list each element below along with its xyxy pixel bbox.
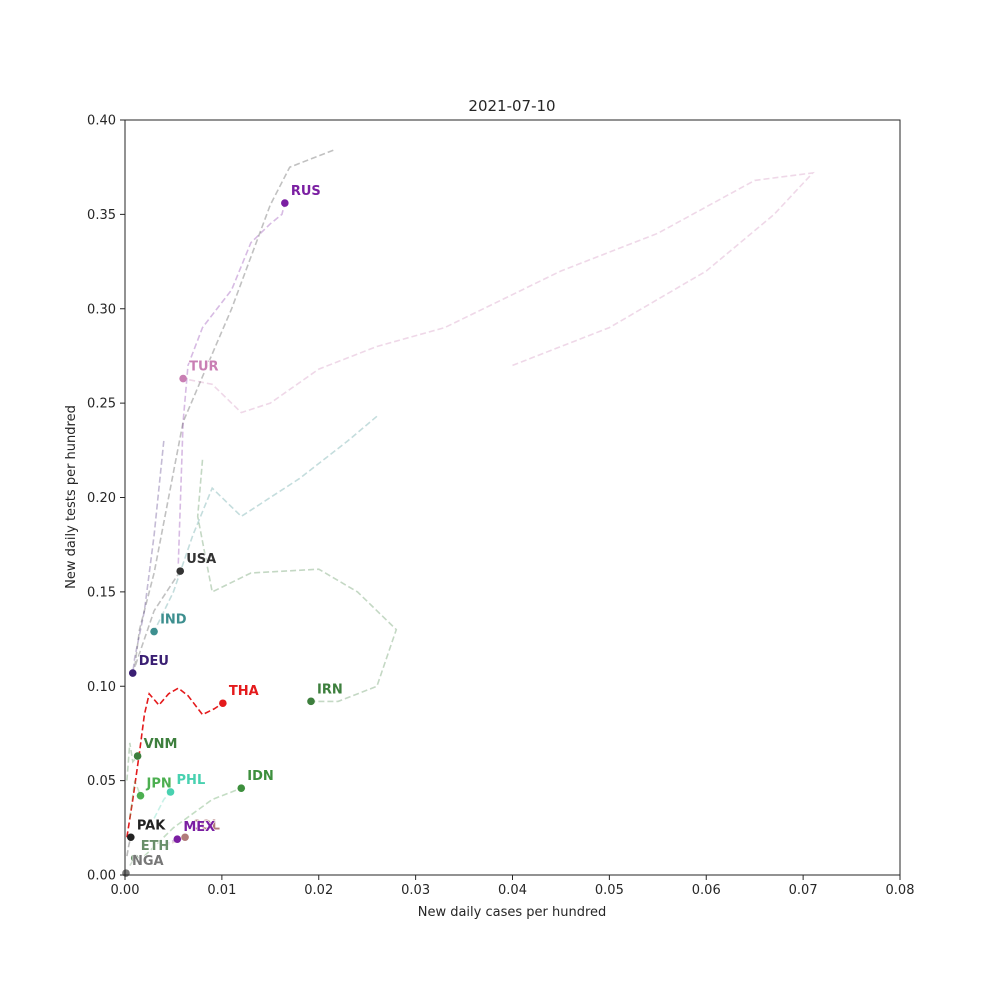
label-idn: IDN bbox=[247, 769, 274, 784]
label-rus: RUS bbox=[291, 184, 321, 199]
point-mex bbox=[173, 835, 182, 843]
y-tick-label: 0.35 bbox=[87, 208, 116, 223]
trail-usa bbox=[133, 149, 334, 668]
y-tick-label: 0.25 bbox=[87, 397, 116, 412]
x-tick-label: 0.08 bbox=[886, 883, 915, 898]
label-vnm: VNM bbox=[144, 737, 178, 752]
trail-tur bbox=[182, 171, 815, 414]
x-axis: 0.00 0.01 0.02 0.03 0.04 0.05 0.06 0.07 0.08 bbox=[111, 875, 915, 898]
x-tick-label: 0.07 bbox=[789, 883, 818, 898]
point-jpn bbox=[136, 791, 145, 800]
x-axis-label: New daily cases per hundred bbox=[418, 905, 607, 920]
label-eth: ETH bbox=[141, 839, 170, 854]
label-phl: PHL bbox=[177, 773, 206, 788]
trail-col bbox=[163, 836, 186, 848]
point-nga bbox=[122, 869, 130, 877]
y-tick-label: 0.20 bbox=[87, 491, 116, 506]
y-axis: 0.00 0.05 0.10 0.15 0.20 0.25 0.30 0.35 0.40 bbox=[87, 114, 125, 884]
trail-jpn bbox=[129, 780, 142, 819]
point-eth bbox=[130, 854, 139, 862]
label-jpn: JPN bbox=[146, 777, 172, 792]
label-tur: TUR bbox=[189, 360, 218, 375]
label-col: COL bbox=[191, 818, 220, 833]
label-pak: PAK bbox=[137, 818, 166, 833]
point-ind bbox=[150, 627, 158, 636]
trail-rus bbox=[177, 202, 286, 564]
point-usa bbox=[176, 567, 185, 575]
x-tick-label: 0.05 bbox=[595, 883, 624, 898]
label-deu: DEU bbox=[139, 654, 169, 669]
point-pak bbox=[127, 833, 135, 842]
label-ind: IND bbox=[160, 613, 187, 628]
point-col bbox=[181, 833, 189, 842]
y-tick-label: 0.10 bbox=[87, 680, 116, 695]
label-mex: MEX bbox=[183, 820, 215, 835]
x-tick-label: 0.00 bbox=[111, 883, 140, 898]
point-layer bbox=[122, 199, 315, 877]
point-tur bbox=[179, 374, 187, 383]
y-axis-label: New daily tests per hundred bbox=[64, 405, 79, 589]
point-tha bbox=[219, 699, 227, 708]
trail-vnm bbox=[126, 742, 139, 781]
trail-irn bbox=[196, 459, 398, 703]
label-usa: USA bbox=[186, 552, 216, 567]
point-irn bbox=[307, 697, 315, 706]
point-phl bbox=[166, 788, 175, 796]
y-tick-label: 0.30 bbox=[87, 302, 116, 317]
trail-tha bbox=[126, 687, 224, 838]
trail-idn bbox=[143, 787, 242, 857]
trail-pak bbox=[126, 837, 132, 857]
chart-title: 2021-07-10 bbox=[468, 97, 555, 115]
point-deu bbox=[128, 669, 137, 677]
y-tick-label: 0.05 bbox=[87, 774, 116, 789]
y-tick-label: 0.15 bbox=[87, 585, 116, 600]
label-irn: IRN bbox=[317, 682, 343, 697]
x-tick-label: 0.02 bbox=[304, 883, 333, 898]
x-tick-label: 0.06 bbox=[692, 883, 721, 898]
y-tick-label: 0.40 bbox=[87, 114, 116, 129]
trail-deu bbox=[132, 440, 165, 674]
x-tick-label: 0.01 bbox=[207, 883, 236, 898]
point-idn bbox=[237, 784, 246, 792]
point-vnm bbox=[133, 752, 142, 760]
trail-eth bbox=[129, 857, 136, 867]
point-rus bbox=[281, 199, 289, 207]
y-tick-label: 0.00 bbox=[87, 869, 116, 884]
x-tick-label: 0.03 bbox=[401, 883, 430, 898]
x-tick-label: 0.04 bbox=[498, 883, 527, 898]
label-tha: THA bbox=[229, 684, 259, 699]
label-layer: RUS TUR USA IND DEU THA IRN VNM JPN PHL IDN PAK COLM… bbox=[131, 183, 343, 869]
label-nga: NGA bbox=[132, 854, 164, 869]
